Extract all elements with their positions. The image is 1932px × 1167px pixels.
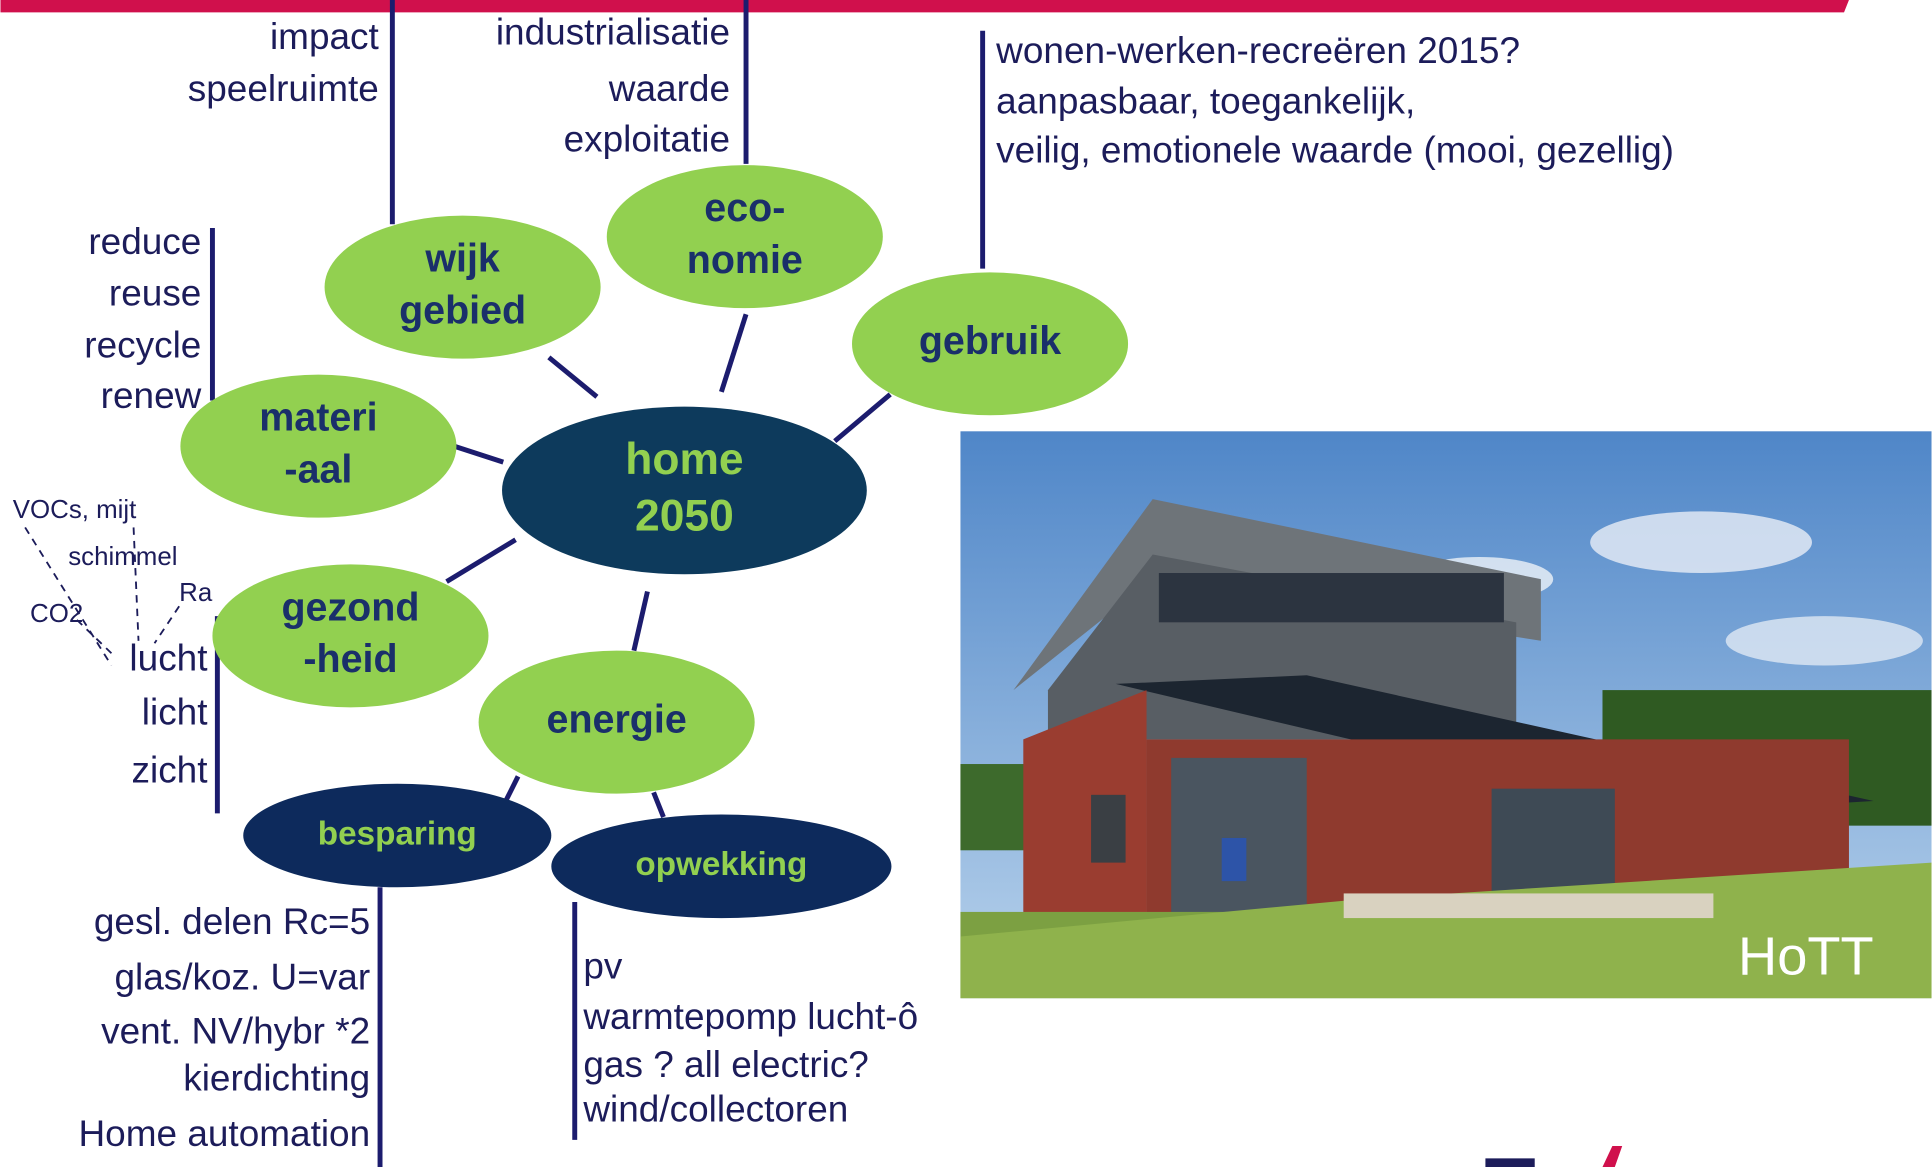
list-item: pv xyxy=(583,945,623,986)
list-item: kierdichting xyxy=(183,1058,370,1099)
list-item: Home automation xyxy=(78,1113,370,1154)
list-item: industrialisatie xyxy=(496,11,730,52)
center-label: 2050 xyxy=(635,492,734,541)
center-node xyxy=(502,406,867,575)
list-item: lucht xyxy=(129,637,207,678)
list-item: wind/collectoren xyxy=(582,1088,848,1129)
topic-label: energie xyxy=(547,698,687,742)
topic-label: wijk xyxy=(424,237,500,281)
topic-label: -heid xyxy=(303,637,397,681)
list-item: zicht xyxy=(132,749,208,790)
topic-label: besparing xyxy=(318,815,477,852)
list-item: gesl. delen Rc=5 xyxy=(94,901,370,942)
topic-label: materi xyxy=(259,396,377,440)
house-photo: HoTT xyxy=(960,431,1932,999)
list-item: impact xyxy=(270,16,379,57)
list-item: speelruimte xyxy=(188,68,379,109)
list-item: reduce xyxy=(88,221,201,262)
photo-caption: HoTT xyxy=(1738,926,1874,986)
list-item: waarde xyxy=(608,68,730,109)
list-item: glas/koz. U=var xyxy=(114,956,370,997)
list-item: gas ? all electric? xyxy=(583,1044,869,1085)
list-item: warmtepomp lucht-ô xyxy=(582,996,918,1037)
topic-node xyxy=(180,374,457,518)
list-item: licht xyxy=(142,692,208,733)
list-item: veilig, emotionele waarde (mooi, gezelli… xyxy=(996,130,1674,171)
topic-node xyxy=(852,272,1129,416)
list-item: vent. NV/hybr *2 xyxy=(101,1011,370,1052)
topic-node xyxy=(243,783,552,888)
topic-label: gezond xyxy=(281,585,419,629)
connectors xyxy=(24,0,986,1167)
topic-label: -aal xyxy=(284,447,352,491)
list-item: aanpasbaar, toegankelijk, xyxy=(996,80,1415,121)
topic-label: gebied xyxy=(399,288,526,332)
topic-node xyxy=(606,165,883,309)
list-item: recycle xyxy=(84,324,201,365)
list-item: renew xyxy=(101,375,202,416)
list-item: exploitatie xyxy=(564,118,730,159)
topic-label: gebruik xyxy=(919,319,1061,363)
topic-label: eco- xyxy=(704,186,785,230)
topic-label: opwekking xyxy=(635,846,807,883)
lucht-factor: VOCs, mijt xyxy=(13,496,137,524)
lucht-factor: Ra xyxy=(179,579,213,607)
header-bar xyxy=(0,0,1849,13)
logo xyxy=(1485,1146,1623,1167)
topic-label: nomie xyxy=(687,238,803,282)
lucht-factor: schimmel xyxy=(68,543,177,571)
topic-node xyxy=(324,215,601,359)
list-item: wonen-werken-recreëren 2015? xyxy=(995,30,1520,71)
lucht-factor: CO2 xyxy=(30,600,83,628)
topic-node xyxy=(212,564,489,708)
list-item: reuse xyxy=(109,273,201,314)
topic-node xyxy=(478,650,755,794)
center-label: home xyxy=(625,435,743,484)
topic-node xyxy=(551,814,892,919)
